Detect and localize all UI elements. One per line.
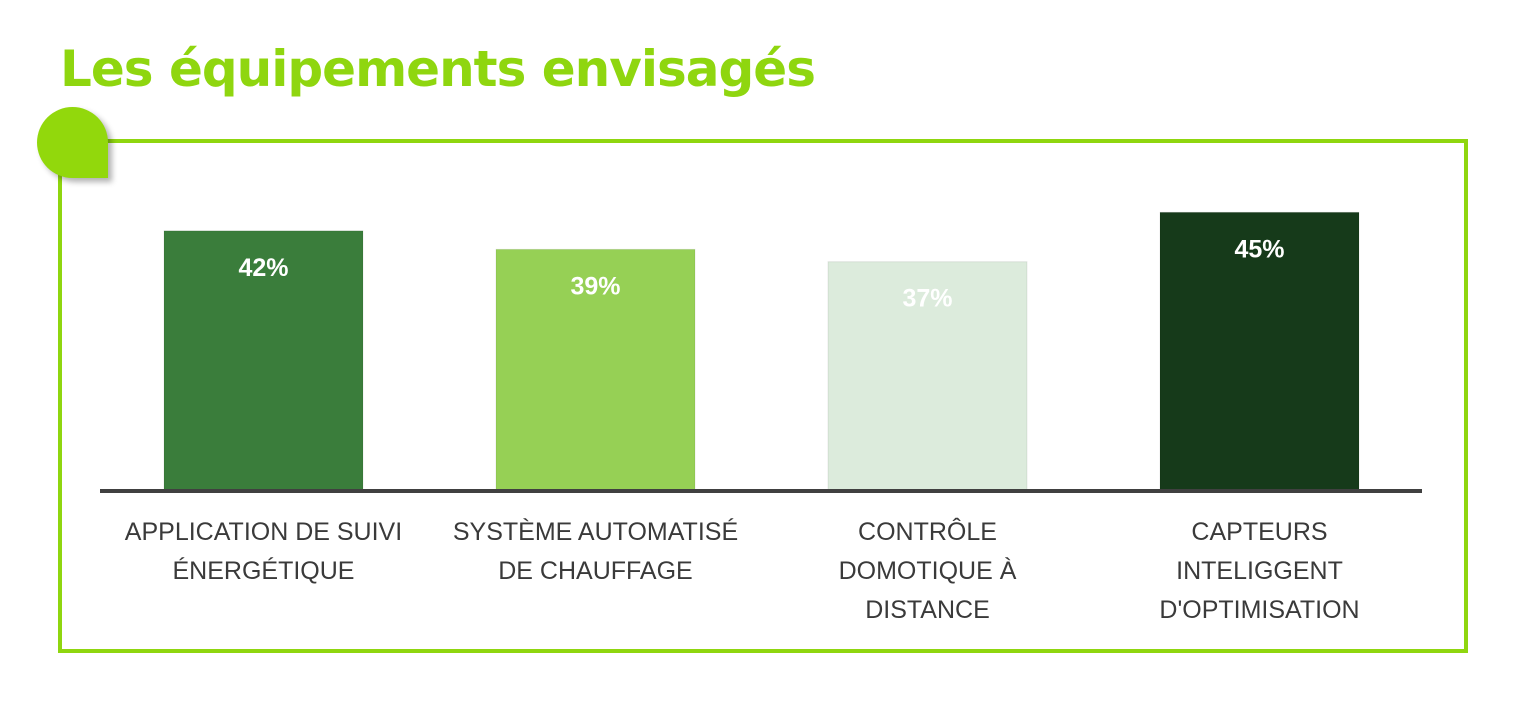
data-label: 42% xyxy=(238,254,288,282)
bar xyxy=(1159,211,1360,491)
bar xyxy=(827,261,1028,491)
leaf-icon xyxy=(37,107,108,178)
page-title: Les équipements envisagés xyxy=(60,40,816,98)
data-label: 37% xyxy=(902,285,952,313)
category-label: CAPTEURS INTELIGGENT D'OPTIMISATION xyxy=(1159,518,1360,624)
data-label: 39% xyxy=(570,272,620,300)
chart-frame xyxy=(58,139,1468,653)
bar xyxy=(163,230,364,491)
category-label: CONTRÔLE DOMOTIQUE À DISTANCE xyxy=(838,518,1017,624)
category-label: SYSTÈME AUTOMATISÉ DE CHAUFFAGE xyxy=(452,518,739,585)
category-label: APPLICATION DE SUIVI ÉNERGÉTIQUE xyxy=(124,518,403,585)
bar xyxy=(495,248,696,491)
data-label: 45% xyxy=(1234,235,1284,263)
